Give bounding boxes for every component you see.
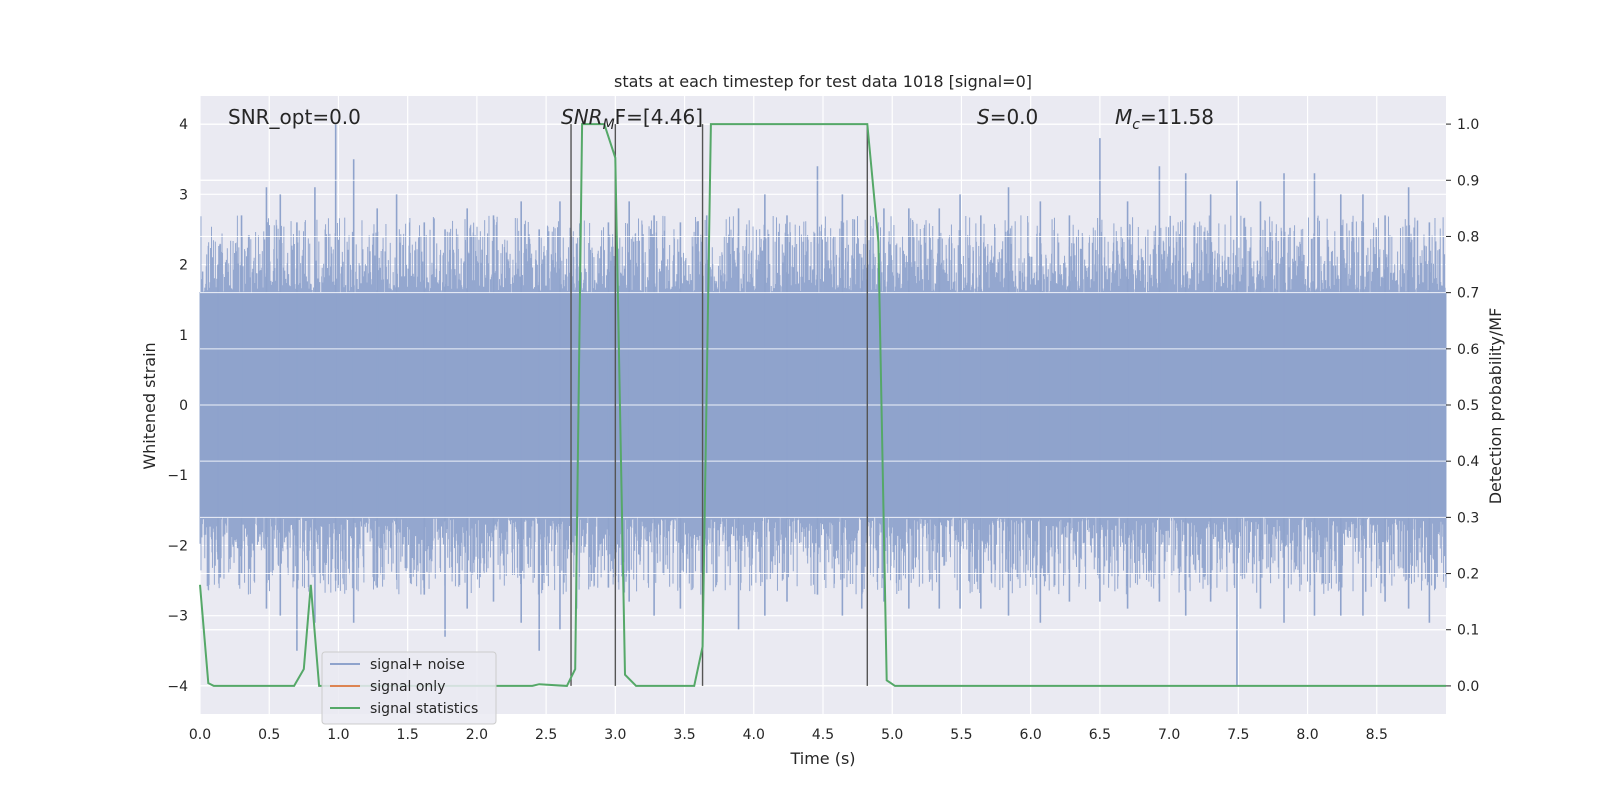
legend-label-signal-only: signal only: [370, 679, 445, 695]
x-tick-label: 5.0: [881, 727, 903, 743]
legend-label-signal-statistics: signal statistics: [370, 701, 478, 717]
y-tick-label: −1: [167, 468, 188, 484]
legend-label-signal-noise: signal+ noise: [370, 657, 465, 673]
y-right-tick-label: 0.4: [1457, 454, 1479, 470]
y-tick-labels: 4 3 2 1 0 −1 −2 −3 −4: [167, 117, 188, 695]
y-tick-label: 1: [179, 328, 188, 344]
x-tick-label: 6.5: [1089, 727, 1111, 743]
x-tick-label: 7.5: [1227, 727, 1249, 743]
x-tick-label: 3.5: [673, 727, 695, 743]
x-tick-labels: 0.0 0.5 1.0 1.5 2.0 2.5 3.0 3.5 4.0 4.5 5.0 5.5 6.0 6…: [189, 727, 1388, 743]
x-tick-label: 1.5: [397, 727, 419, 743]
annotation-mc: Mc=11.58: [1115, 105, 1214, 133]
y-right-tick-label: 0.7: [1457, 286, 1479, 302]
y-right-tick-label: 0.0: [1457, 679, 1479, 695]
y-tick-label: 3: [179, 187, 188, 203]
series-signal-noise: [199, 123, 1447, 687]
y-tick-label: −4: [167, 679, 188, 695]
y-right-tick-label: 0.5: [1457, 398, 1479, 414]
x-axis-label: Time (s): [789, 749, 855, 768]
y-tick-label: −3: [167, 609, 188, 625]
x-tick-label: 8.5: [1366, 727, 1388, 743]
y-right-tick-label: 0.6: [1457, 342, 1479, 358]
vertical-marker-lines: [570, 124, 869, 686]
y-tick-label: 2: [179, 258, 188, 274]
y-right-tick-label: 1.0: [1457, 117, 1479, 133]
annotation-mc-rest: =11.58: [1140, 105, 1214, 129]
y-right-tick-label: 0.2: [1457, 567, 1479, 583]
y-right-tick-label: 0.8: [1457, 229, 1479, 245]
annotation-snr-opt: SNR_opt=0.0: [228, 105, 361, 129]
y-right-tick-label: 0.3: [1457, 510, 1479, 526]
x-tick-label: 1.0: [327, 727, 349, 743]
annotation-mc-sub: c: [1132, 117, 1140, 133]
x-tick-label: 7.0: [1158, 727, 1180, 743]
annotation-snr-mf-rest: F=[4.46]: [615, 105, 703, 129]
y-right-tick-label: 0.1: [1457, 623, 1479, 639]
signal-statistics-line: [199, 123, 1446, 687]
annotation-s: S=0.0: [977, 105, 1038, 129]
legend: signal+ noise signal only signal statist…: [321, 651, 497, 725]
annotation-mc-italic: M: [1115, 105, 1132, 129]
x-tick-label: 0.0: [189, 727, 211, 743]
x-tick-label: 5.5: [950, 727, 972, 743]
y-right-tick-label: 0.9: [1457, 173, 1479, 189]
annotation-snr-mf-sub: M: [603, 117, 615, 133]
x-tick-label: 8.0: [1296, 727, 1318, 743]
annotation-snr-mf-base: SNR: [561, 105, 603, 129]
annotation-snr-mf: SNRMF=[4.46]: [561, 105, 703, 133]
annotation-s-italic: S: [977, 105, 990, 129]
x-tick-label: 3.0: [604, 727, 626, 743]
y-tick-label: −2: [167, 538, 188, 554]
y-right-tick-labels: 1.0 0.9 0.8 0.7 0.6 0.5 0.4 0.3 0.2 0.1 0.0: [1446, 117, 1479, 695]
x-tick-label: 2.5: [535, 727, 557, 743]
y-tick-label: 4: [179, 117, 188, 133]
y-tick-label: 0: [179, 398, 188, 414]
x-tick-label: 4.0: [743, 727, 765, 743]
y-right-axis-label: Detection probability/MF: [1486, 308, 1505, 505]
x-tick-label: 0.5: [258, 727, 280, 743]
y-axis-label: Whitened strain: [140, 342, 159, 469]
x-tick-label: 2.0: [466, 727, 488, 743]
chart-title: stats at each timestep for test data 101…: [614, 72, 1032, 91]
annotation-s-rest: =0.0: [990, 105, 1039, 129]
series-signal-statistics: [199, 123, 1446, 687]
x-tick-label: 6.0: [1020, 727, 1042, 743]
x-tick-label: 4.5: [812, 727, 834, 743]
